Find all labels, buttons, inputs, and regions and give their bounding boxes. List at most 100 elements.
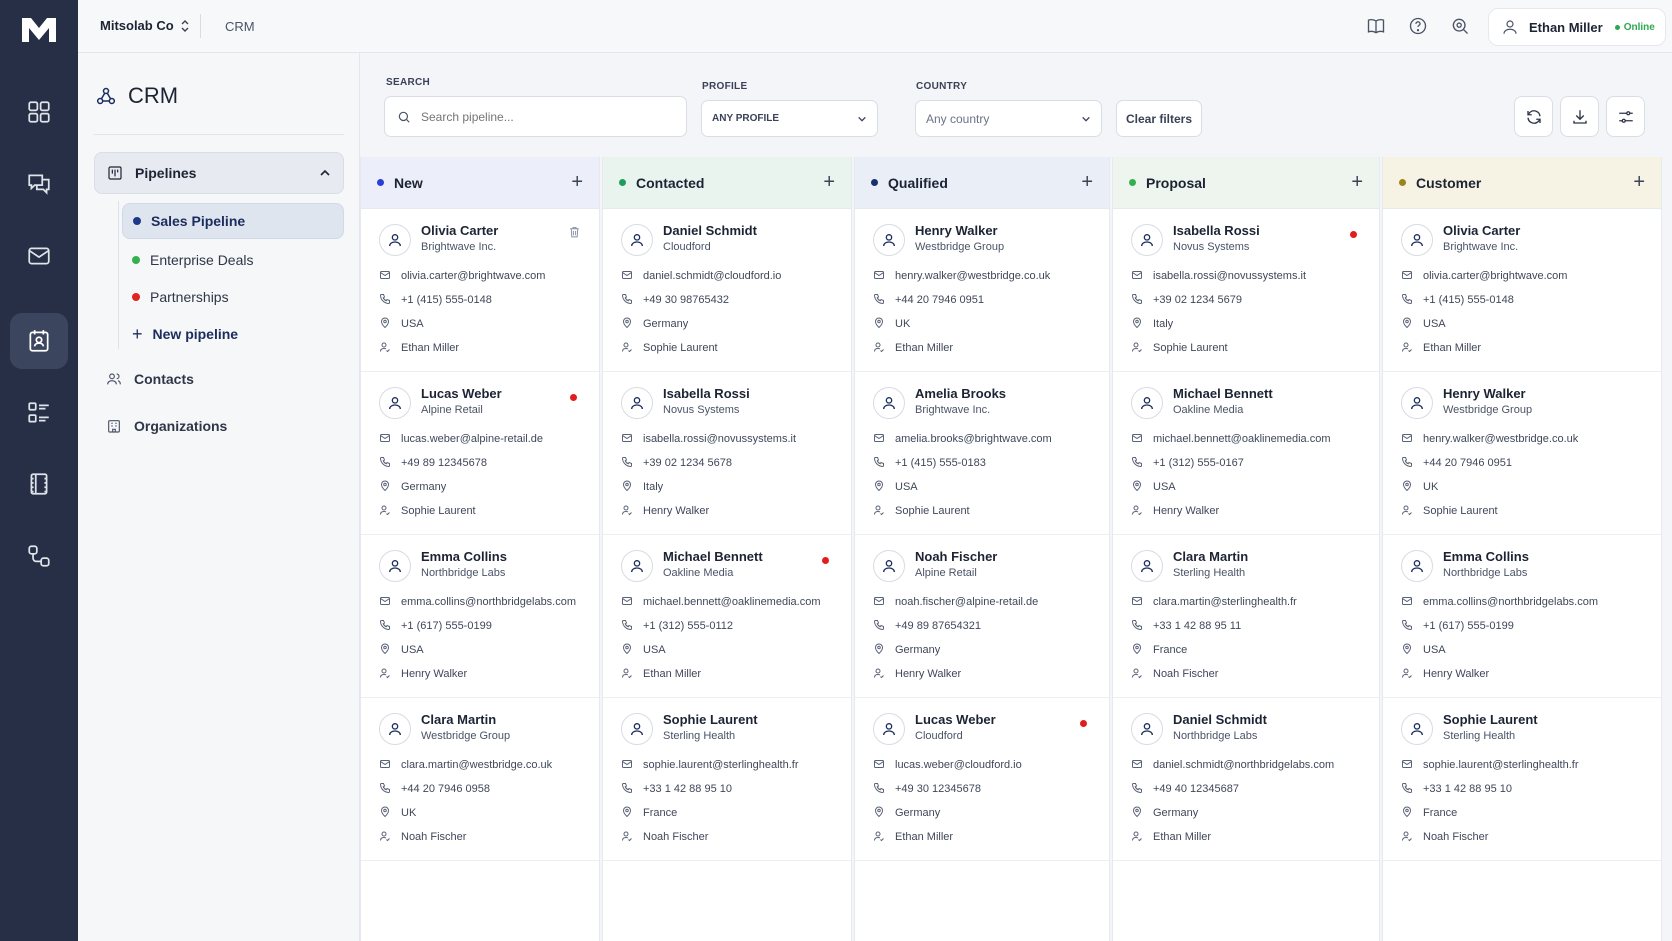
rail-mail-button[interactable] — [10, 228, 68, 284]
contact-card[interactable]: Clara Martin Sterling Health clara.martin@… — [1113, 535, 1379, 698]
add-card-button[interactable]: + — [1081, 171, 1093, 193]
contact-country: France — [1423, 807, 1458, 819]
refresh-button[interactable] — [1514, 96, 1553, 137]
pipeline-item-partnerships[interactable]: Partnerships — [122, 279, 344, 315]
contact-email-row[interactable]: noah.fischer@alpine-retail.de — [873, 590, 1091, 614]
pipelines-toggle[interactable]: Pipelines — [94, 152, 344, 194]
contact-email-row[interactable]: daniel.schmidt@northbridgelabs.com — [1131, 753, 1361, 777]
clear-filters-button[interactable]: Clear filters — [1116, 100, 1202, 137]
contact-card[interactable]: Daniel Schmidt Cloudford daniel.schmidt@cl… — [603, 209, 851, 372]
docs-button[interactable] — [1364, 14, 1388, 38]
contact-card[interactable]: Isabella Rossi Novus Systems isabella.ross… — [1113, 209, 1379, 372]
contact-phone-row[interactable]: +39 02 1234 5678 — [621, 451, 833, 475]
contact-phone-row[interactable]: +49 89 87654321 — [873, 614, 1091, 638]
contact-avatar-icon — [1131, 550, 1163, 582]
contact-email-row[interactable]: henry.walker@westbridge.co.uk — [873, 264, 1091, 288]
nav-contacts[interactable]: Contacts — [106, 371, 194, 387]
contact-email-row[interactable]: olivia.carter@brightwave.com — [379, 264, 581, 288]
contact-email-row[interactable]: lucas.weber@alpine-retail.de — [379, 427, 581, 451]
contact-phone-row[interactable]: +1 (312) 555-0167 — [1131, 451, 1361, 475]
contact-card[interactable]: Amelia Brooks Brightwave Inc. amelia.brook… — [855, 372, 1109, 535]
add-card-button[interactable]: + — [571, 171, 583, 193]
contact-email-row[interactable]: sophie.laurent@sterlinghealth.fr — [1401, 753, 1643, 777]
search-global-button[interactable] — [1448, 14, 1472, 38]
rail-workflow-button[interactable] — [10, 528, 68, 584]
contact-phone-row[interactable]: +1 (415) 555-0148 — [379, 288, 581, 312]
contact-card[interactable]: Daniel Schmidt Northbridge Labs daniel.sch… — [1113, 698, 1379, 861]
contact-country: Germany — [643, 318, 689, 330]
contact-phone-row[interactable]: +1 (415) 555-0148 — [1401, 288, 1643, 312]
contact-email-row[interactable]: olivia.carter@brightwave.com — [1401, 264, 1643, 288]
contact-phone-row[interactable]: +1 (617) 555-0199 — [1401, 614, 1643, 638]
contact-email-row[interactable]: amelia.brooks@brightwave.com — [873, 427, 1091, 451]
contact-phone-row[interactable]: +1 (415) 555-0183 — [873, 451, 1091, 475]
app-logo-icon[interactable] — [20, 14, 58, 46]
contact-email-row[interactable]: sophie.laurent@sterlinghealth.fr — [621, 753, 833, 777]
add-card-button[interactable]: + — [823, 171, 835, 193]
user-menu[interactable]: Ethan Miller Online — [1488, 8, 1666, 46]
contact-card[interactable]: Michael Bennett Oakline Media michael.benn… — [603, 535, 851, 698]
location-pin-icon — [1401, 806, 1413, 821]
contact-email-row[interactable]: emma.collins@northbridgelabs.com — [1401, 590, 1643, 614]
contact-email-row[interactable]: lucas.weber@cloudford.io — [873, 753, 1091, 777]
org-switcher[interactable]: Mitsolab Co — [100, 18, 190, 33]
rail-crm-button[interactable] — [10, 313, 68, 369]
search-field[interactable] — [384, 96, 687, 137]
contact-phone-row[interactable]: +1 (312) 555-0112 — [621, 614, 833, 638]
contact-email-row[interactable]: emma.collins@northbridgelabs.com — [379, 590, 581, 614]
contact-email-row[interactable]: isabella.rossi@novussystems.it — [1131, 264, 1361, 288]
rail-dashboard-button[interactable] — [10, 84, 68, 140]
rail-tasks-button[interactable] — [10, 385, 68, 441]
contact-phone-row[interactable]: +49 30 98765432 — [621, 288, 833, 312]
contact-card[interactable]: Sophie Laurent Sterling Health sophie.laur… — [603, 698, 851, 861]
contact-phone-row[interactable]: +33 1 42 88 95 11 — [1131, 614, 1361, 638]
add-card-button[interactable]: + — [1351, 171, 1363, 193]
contact-card[interactable]: Henry Walker Westbridge Group henry.walker… — [1383, 372, 1661, 535]
contact-phone-row[interactable]: +49 40 12345687 — [1131, 777, 1361, 801]
pipeline-item-enterprise[interactable]: Enterprise Deals — [122, 242, 344, 278]
contact-phone-row[interactable]: +39 02 1234 5679 — [1131, 288, 1361, 312]
rail-notebook-button[interactable] — [10, 456, 68, 512]
search-input[interactable] — [421, 109, 661, 124]
contact-country: Germany — [1153, 807, 1199, 819]
contact-card[interactable]: Emma Collins Northbridge Labs emma.collins… — [1383, 535, 1661, 698]
contact-card[interactable]: Sophie Laurent Sterling Health sophie.laur… — [1383, 698, 1661, 861]
contact-card[interactable]: Emma Collins Northbridge Labs emma.collins… — [361, 535, 599, 698]
contact-card[interactable]: Michael Bennett Oakline Media michael.benn… — [1113, 372, 1379, 535]
download-button[interactable] — [1560, 96, 1599, 137]
contact-email-row[interactable]: henry.walker@westbridge.co.uk — [1401, 427, 1643, 451]
contact-phone-row[interactable]: +1 (617) 555-0199 — [379, 614, 581, 638]
contact-card[interactable]: Clara Martin Westbridge Group clara.martin… — [361, 698, 599, 861]
contact-phone-row[interactable]: +49 89 12345678 — [379, 451, 581, 475]
contact-email-row[interactable]: michael.bennett@oaklinemedia.com — [621, 590, 833, 614]
profile-select[interactable]: ANY PROFILE — [701, 100, 878, 137]
rail-chat-button[interactable] — [10, 156, 68, 212]
contact-card[interactable]: Henry Walker Westbridge Group henry.walker… — [855, 209, 1109, 372]
contact-phone-row[interactable]: +33 1 42 88 95 10 — [621, 777, 833, 801]
contact-phone-row[interactable]: +33 1 42 88 95 10 — [1401, 777, 1643, 801]
contact-phone-row[interactable]: +44 20 7946 0951 — [873, 288, 1091, 312]
contact-card[interactable]: Lucas Weber Cloudford lucas.weber@cloudfor… — [855, 698, 1109, 861]
country-select[interactable]: Any country — [915, 100, 1102, 137]
help-button[interactable] — [1406, 14, 1430, 38]
contact-email-row[interactable]: michael.bennett@oaklinemedia.com — [1131, 427, 1361, 451]
contact-card[interactable]: Olivia Carter Brightwave Inc. olivia.carte… — [361, 209, 599, 372]
contact-email-row[interactable]: daniel.schmidt@cloudford.io — [621, 264, 833, 288]
contact-email-row[interactable]: clara.martin@westbridge.co.uk — [379, 753, 581, 777]
contact-phone-row[interactable]: +49 30 12345678 — [873, 777, 1091, 801]
trash-icon[interactable] — [568, 225, 581, 244]
contact-email-row[interactable]: isabella.rossi@novussystems.it — [621, 427, 833, 451]
mail-icon — [379, 758, 391, 773]
contact-card[interactable]: Olivia Carter Brightwave Inc. olivia.carte… — [1383, 209, 1661, 372]
contact-phone-row[interactable]: +44 20 7946 0958 — [379, 777, 581, 801]
contact-email-row[interactable]: clara.martin@sterlinghealth.fr — [1131, 590, 1361, 614]
nav-organizations[interactable]: Organizations — [106, 418, 227, 434]
pipeline-item-sales[interactable]: Sales Pipeline — [122, 203, 344, 239]
contact-card[interactable]: Noah Fischer Alpine Retail noah.fischer@al… — [855, 535, 1109, 698]
filter-settings-button[interactable] — [1606, 96, 1645, 137]
contact-card[interactable]: Lucas Weber Alpine Retail lucas.weber@alpi… — [361, 372, 599, 535]
contact-phone-row[interactable]: +44 20 7946 0951 — [1401, 451, 1643, 475]
new-pipeline-button[interactable]: + New pipeline — [122, 316, 344, 352]
add-card-button[interactable]: + — [1633, 171, 1645, 193]
contact-card[interactable]: Isabella Rossi Novus Systems isabella.ross… — [603, 372, 851, 535]
